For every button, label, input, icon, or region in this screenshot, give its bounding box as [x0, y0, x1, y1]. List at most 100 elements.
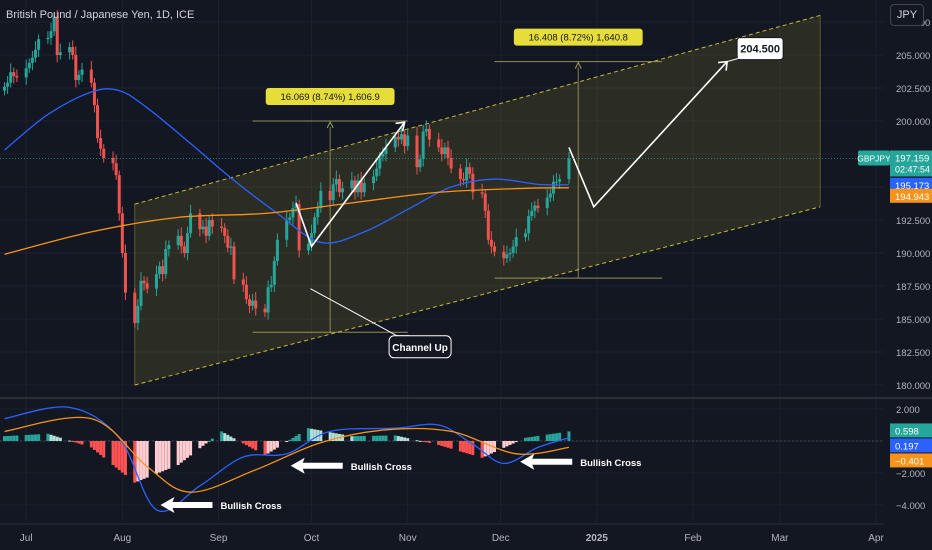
bullish-cross-label: Bullish Cross: [580, 458, 641, 469]
currency-button[interactable]: JPY: [890, 4, 924, 26]
histogram-bar: [142, 441, 146, 479]
histogram-bar: [223, 433, 227, 441]
candle-body: [229, 246, 233, 248]
candle-body: [306, 243, 310, 251]
histogram-bar: [406, 438, 410, 441]
candle-body: [291, 208, 295, 218]
oscillator-value-tag: 0.598: [895, 426, 919, 437]
chart-title: British Pound / Japanese Yen, 1D, ICE: [6, 9, 195, 21]
histogram-bar: [524, 437, 528, 441]
histogram-bar: [207, 441, 211, 442]
candle-body: [96, 105, 100, 139]
histogram-bar: [306, 428, 310, 441]
candle-body: [15, 76, 19, 78]
candle-body: [533, 205, 537, 211]
candle-body: [313, 217, 317, 234]
candle-body: [458, 168, 462, 180]
candle-body: [350, 180, 354, 189]
histogram-bar: [297, 434, 301, 441]
histogram-bar: [555, 433, 559, 441]
bullish-cross-label: Bullish Cross: [220, 501, 281, 512]
candle-body: [462, 179, 466, 181]
ma-orange-tag-box: [890, 188, 932, 203]
moving-average-blue: [4, 88, 569, 244]
histogram-bar: [204, 441, 208, 444]
histogram-bar: [313, 429, 317, 441]
histogram-bar: [288, 439, 292, 441]
candle-body: [114, 163, 118, 176]
histogram-bar: [424, 441, 428, 443]
time-tick-label: Aug: [113, 533, 131, 544]
candle-body: [514, 237, 518, 247]
histogram-bar: [80, 441, 84, 445]
candle-body: [378, 156, 382, 169]
candle-body: [480, 192, 484, 194]
candle-body: [356, 180, 360, 193]
candle-body: [251, 300, 255, 306]
histogram-bar: [462, 441, 466, 453]
candle-body: [384, 147, 388, 154]
candle-body: [341, 188, 345, 193]
histogram-bar: [226, 434, 230, 441]
histogram-bar: [34, 434, 38, 441]
projection-path: [568, 61, 728, 209]
candle-body: [440, 147, 444, 154]
bullish-cross-arrow: [520, 453, 573, 470]
candle-body: [182, 246, 186, 253]
histogram-bar: [471, 441, 475, 456]
candle-body: [399, 134, 403, 140]
histogram-bar: [558, 432, 562, 441]
price-tick-label: 192.500: [896, 216, 930, 227]
candle-body: [266, 287, 270, 313]
candle-body: [362, 183, 366, 193]
histogram-bar: [294, 435, 298, 441]
candle-body: [136, 305, 140, 323]
histogram-bar: [483, 441, 487, 457]
channel-fill: [134, 15, 821, 386]
histogram-bar: [285, 441, 289, 442]
oscillator-value-tag-box: [890, 438, 932, 453]
histogram-bar: [220, 431, 224, 441]
candle-body: [52, 16, 56, 32]
candle-body: [294, 204, 298, 209]
histogram-bar: [567, 431, 571, 441]
candle-body: [530, 210, 534, 217]
histogram-bar: [446, 441, 450, 448]
histogram-bar: [96, 441, 100, 453]
histogram-bar: [254, 441, 258, 451]
histogram-bar: [393, 435, 397, 441]
histogram-bar: [421, 441, 425, 442]
candle-body: [254, 300, 258, 309]
histogram-bar: [12, 435, 16, 441]
candle-body: [334, 179, 338, 185]
ma-blue-tag-value: 195.173: [895, 181, 929, 192]
candle-body: [24, 68, 28, 78]
histogram-bar: [465, 441, 469, 454]
time-axis: Jul Aug Sep Oct Nov Dec 2025 Feb Mar Apr: [20, 533, 885, 544]
candle-body: [272, 260, 276, 285]
candle-body: [30, 57, 34, 63]
histogram-bar: [198, 441, 202, 449]
histogram-bar: [291, 437, 295, 441]
candle-body: [102, 148, 106, 158]
candle-body: [489, 239, 493, 247]
bullish-cross-arrow: [290, 457, 343, 474]
histogram-bar: [176, 441, 180, 465]
histogram-bar: [319, 430, 323, 441]
histogram-bar: [403, 437, 407, 441]
candle-body: [154, 274, 158, 289]
histogram-bar: [486, 441, 490, 455]
candle-body: [77, 74, 81, 81]
price-tick-label: 182.500: [896, 348, 930, 359]
histogram-bar: [9, 435, 13, 441]
candle-body: [524, 233, 528, 238]
candle-body: [201, 226, 205, 230]
histogram-bar: [164, 441, 168, 471]
candle-body: [446, 147, 450, 158]
candle-body: [275, 239, 279, 261]
histogram-bar: [229, 436, 233, 441]
candle-body: [71, 47, 75, 55]
bullish-cross-arrow: [160, 497, 213, 513]
histogram-bar: [120, 441, 124, 473]
